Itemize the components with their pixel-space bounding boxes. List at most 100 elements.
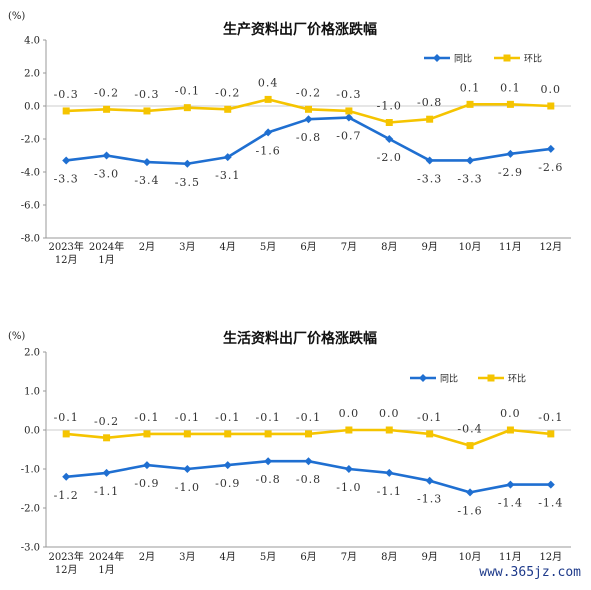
y-tick-label: -1.0 (21, 465, 40, 476)
watermark: www.365jz.com (479, 565, 581, 580)
data-point-mom (224, 105, 232, 113)
x-tick-label: 7月 (341, 551, 357, 563)
data-label-yoy: -3.4 (134, 174, 159, 187)
data-label-yoy: -1.6 (457, 504, 482, 517)
data-point-yoy (344, 465, 353, 473)
legend-label: 环比 (524, 53, 542, 65)
data-point-yoy (62, 472, 71, 481)
data-label-mom: 0.1 (500, 81, 521, 94)
legend-swatch-marker (433, 54, 441, 62)
data-point-yoy (264, 457, 273, 466)
data-label-yoy: -3.3 (54, 172, 79, 185)
x-tick-label: 11月 (499, 241, 522, 253)
data-point-mom (305, 430, 312, 438)
data-point-yoy (385, 135, 394, 143)
data-label-mom: -0.2 (94, 86, 119, 99)
legend-label: 同比 (440, 373, 458, 385)
data-label-mom: -0.3 (134, 88, 159, 101)
data-label-yoy: -0.9 (134, 477, 159, 490)
legend-swatch-marker (487, 374, 495, 382)
x-tick-label: 7月 (341, 241, 357, 253)
data-point-yoy (102, 151, 111, 160)
data-label-yoy: -1.0 (175, 481, 200, 494)
data-point-yoy (425, 476, 434, 485)
y-tick-label: -8.0 (21, 234, 40, 245)
x-tick-label: 5月 (260, 241, 276, 253)
data-label-yoy: -3.3 (417, 172, 442, 185)
legend-label: 环比 (508, 373, 526, 385)
data-label-mom: -1.0 (377, 100, 402, 113)
x-tick-label: 4月 (220, 551, 236, 563)
data-label-yoy: -1.3 (417, 493, 442, 506)
y-axis-unit: (%) (8, 331, 25, 342)
data-point-yoy (385, 468, 394, 477)
data-point-yoy (102, 468, 111, 477)
y-tick-label: 4.0 (24, 36, 40, 47)
data-label-yoy: -0.8 (296, 131, 321, 144)
data-point-mom (385, 426, 393, 434)
x-tick-label: 2024年 (89, 240, 124, 253)
data-label-yoy: -1.0 (336, 481, 361, 494)
x-tick-label: 10月 (459, 241, 482, 253)
data-label-mom: -0.1 (175, 411, 200, 424)
x-tick-label: 8月 (381, 241, 397, 253)
data-point-yoy (506, 149, 515, 158)
x-tick-label: 12月 (539, 241, 562, 253)
data-label-yoy: -1.1 (94, 485, 119, 498)
data-point-mom (103, 105, 111, 113)
data-label-mom: -0.1 (538, 411, 563, 424)
data-label-mom: 0.4 (258, 76, 279, 89)
x-tick-label: 9月 (421, 551, 437, 563)
chart-title: 生活资料出厂价格涨跌幅 (223, 330, 377, 347)
data-label-mom: 0.0 (379, 407, 400, 420)
data-point-mom (426, 115, 434, 123)
data-point-yoy (183, 159, 192, 168)
data-point-mom (547, 430, 555, 438)
x-tick-label: 2月 (139, 551, 155, 563)
data-point-mom (183, 430, 191, 438)
x-tick-label: 2月 (139, 241, 155, 253)
data-point-mom (103, 434, 111, 442)
data-label-yoy: -2.0 (377, 151, 402, 164)
data-label-mom: -0.1 (175, 85, 200, 98)
data-point-mom (426, 430, 434, 438)
y-tick-label: 0.0 (24, 426, 40, 437)
data-point-yoy (466, 156, 475, 165)
data-label-yoy: -2.9 (498, 166, 523, 179)
x-tick-label: 10月 (459, 551, 482, 563)
data-label-mom: 0.0 (500, 407, 521, 420)
data-label-mom: -0.3 (336, 88, 361, 101)
x-tick-label: 6月 (300, 551, 316, 563)
data-label-mom: -0.2 (296, 86, 321, 99)
y-tick-label: -3.0 (21, 543, 40, 554)
y-tick-label: 2.0 (24, 69, 40, 80)
data-label-yoy: -0.7 (336, 130, 361, 143)
data-point-mom (466, 100, 474, 108)
data-label-yoy: -3.3 (457, 172, 482, 185)
data-point-yoy (142, 158, 151, 167)
data-point-yoy (546, 144, 555, 153)
data-label-mom: -0.2 (215, 86, 240, 99)
data-point-mom (264, 95, 272, 103)
data-point-yoy (344, 113, 353, 122)
x-tick-label: 3月 (179, 551, 195, 563)
data-point-yoy (546, 480, 555, 489)
data-label-mom: 0.0 (339, 407, 360, 420)
chart-title: 生产资料出厂价格涨跌幅 (223, 21, 377, 38)
data-point-mom (547, 102, 555, 110)
data-label-mom: -0.1 (296, 411, 321, 424)
data-point-yoy (304, 115, 313, 124)
x-tick-label: 1月 (98, 254, 114, 266)
legend-label: 同比 (454, 53, 472, 65)
data-label-yoy: -3.0 (94, 168, 119, 181)
y-tick-label: 2.0 (24, 348, 40, 359)
data-label-yoy: -1.4 (538, 497, 563, 510)
data-point-yoy (506, 480, 515, 489)
y-tick-label: 0.0 (24, 102, 40, 113)
x-tick-label: 12月 (539, 551, 562, 563)
data-point-mom (506, 426, 514, 434)
x-tick-label: 9月 (421, 241, 437, 253)
data-label-yoy: -0.8 (296, 473, 321, 486)
y-tick-label: -2.0 (21, 135, 40, 146)
